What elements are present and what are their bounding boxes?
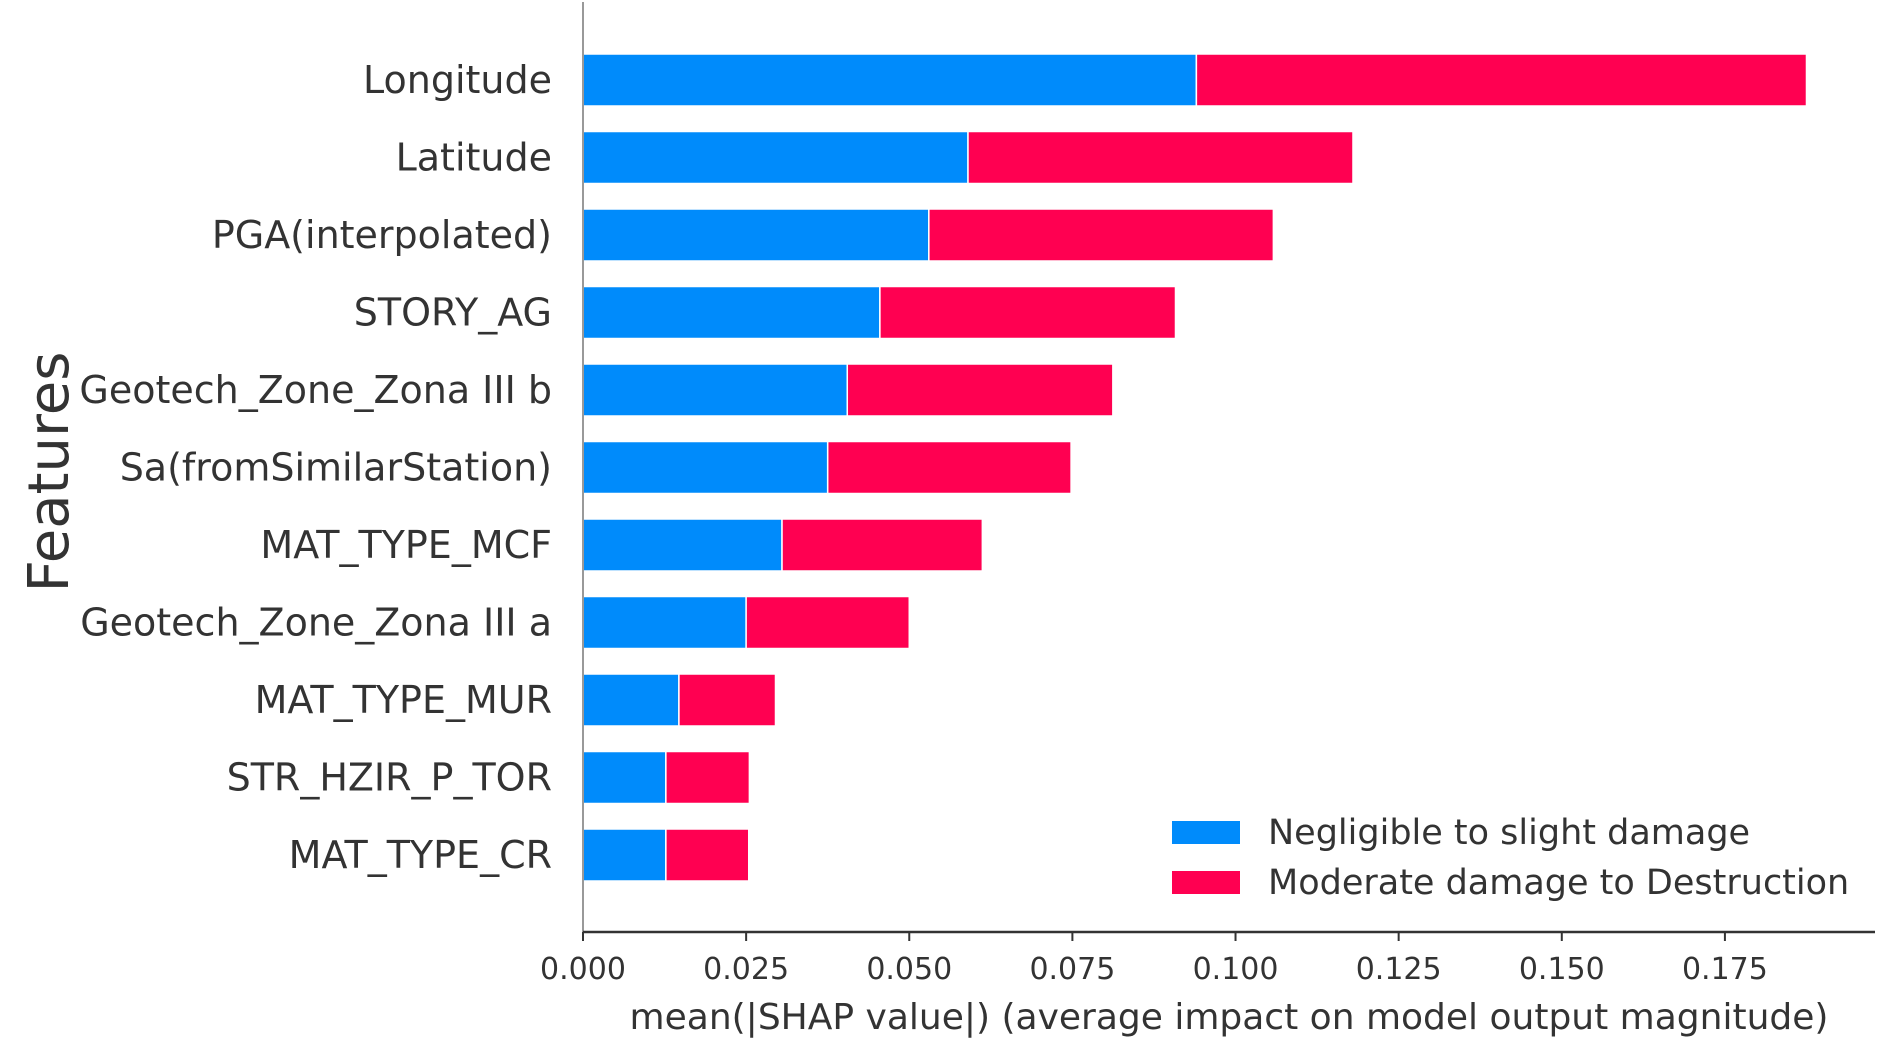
bar-negligible-slight-6 (582, 440, 829, 495)
legend-swatch-moderate-destruction (1172, 871, 1240, 894)
category-label: Latitude (396, 136, 552, 180)
x-tick-label: 0.125 (1356, 952, 1442, 987)
category-label: STR_HZIR_P_TOR (227, 756, 552, 800)
x-tick-label: 0.025 (703, 952, 789, 987)
bar-moderate-destruction-1 (1195, 53, 1808, 107)
bar-negligible-slight-1 (582, 53, 1198, 107)
legend: Negligible to slight damage Moderate dama… (1172, 813, 1849, 903)
bar-negligible-slight-5 (582, 363, 849, 417)
bars-group (582, 53, 1808, 882)
bar-negligible-slight-4 (582, 285, 881, 340)
category-label: Geotech_Zone_Zona III b (79, 368, 552, 412)
bar-moderate-destruction-11 (665, 828, 750, 882)
bar-moderate-destruction-7 (781, 518, 984, 572)
category-label: Geotech_Zone_Zona III a (80, 601, 552, 645)
category-label: Sa(fromSimilarStation) (120, 446, 552, 490)
x-tick-label: 0.150 (1519, 952, 1605, 987)
bar-negligible-slight-10 (582, 750, 667, 805)
category-label: MAT_TYPE_MCF (260, 523, 552, 567)
legend-label-negligible-slight: Negligible to slight damage (1268, 813, 1750, 853)
bar-moderate-destruction-5 (846, 363, 1114, 417)
legend-label-moderate-destruction: Moderate damage to Destruction (1268, 863, 1849, 903)
category-label: PGA(interpolated) (212, 213, 552, 257)
category-label: STORY_AG (354, 291, 552, 335)
bar-negligible-slight-2 (582, 130, 969, 185)
bar-negligible-slight-7 (582, 518, 783, 572)
bar-negligible-slight-9 (582, 673, 680, 727)
x-tick-label: 0.175 (1682, 952, 1768, 987)
category-label: Longitude (363, 58, 552, 102)
x-tick-label: 0.075 (1029, 952, 1115, 987)
x-tick-label: 0.100 (1193, 952, 1279, 987)
bar-negligible-slight-8 (582, 595, 747, 650)
bar-negligible-slight-3 (582, 208, 930, 262)
bar-moderate-destruction-3 (928, 208, 1275, 262)
x-axis-label: mean(|SHAP value|) (average impact on mo… (630, 997, 1829, 1038)
legend-swatch-negligible-slight (1172, 821, 1240, 844)
category-label: MAT_TYPE_MUR (255, 678, 552, 722)
x-tick-label: 0.050 (866, 952, 952, 987)
bar-moderate-destruction-6 (826, 440, 1072, 495)
bar-moderate-destruction-8 (745, 595, 911, 650)
bar-moderate-destruction-2 (967, 130, 1354, 185)
y-axis-label: Features (17, 352, 82, 593)
x-tick-label: 0.000 (540, 952, 626, 987)
category-labels-group: Longitude Latitude PGA(interpolated) STORY_… (79, 58, 552, 877)
category-label: MAT_TYPE_CR (289, 833, 552, 877)
bar-moderate-destruction-4 (879, 285, 1177, 340)
bar-negligible-slight-11 (582, 828, 667, 882)
bar-moderate-destruction-10 (665, 750, 751, 805)
bar-moderate-destruction-9 (678, 673, 777, 727)
x-ticks-group: 0.000 0.025 0.050 0.075 0.100 0.125 0.150 0.175 (540, 932, 1768, 987)
